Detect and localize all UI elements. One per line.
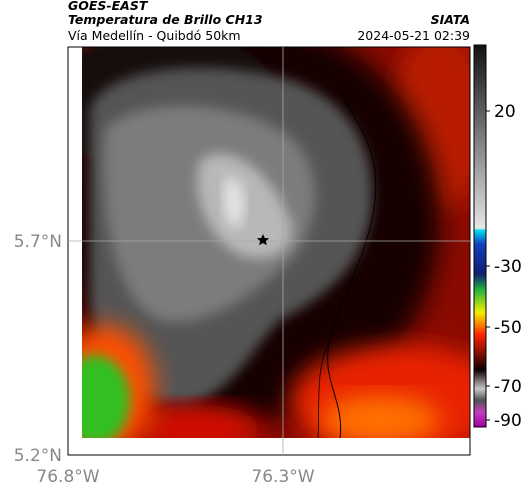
timestamp: 2024-05-21 02:39 [357,28,470,43]
colorbar-tick-label: -90 [494,411,522,431]
satellite-image [82,47,470,438]
map-frame [67,46,471,456]
location-marker [256,234,270,246]
x-axis-label: 76.3°W [251,467,314,487]
subtitle: Vía Medellín - Quibdó 50km [68,28,241,43]
colorbar-tick-label: -70 [494,377,522,397]
colorbar-tick-label: 20 [494,102,516,122]
colorbar-tick-label: -30 [494,257,522,277]
source: GOES-EAST [68,0,149,13]
colorbar-ticks [486,110,490,421]
brand: SIATA [431,12,470,27]
y-axis-label: 5.2°N [14,446,62,466]
colorbar [473,44,487,428]
x-axis-label: 76.8°W [36,467,99,487]
y-axis-label: 5.7°N [14,232,62,252]
title: Temperatura de Brillo CH13 [68,12,263,27]
colorbar-tick-label: -50 [494,318,522,338]
